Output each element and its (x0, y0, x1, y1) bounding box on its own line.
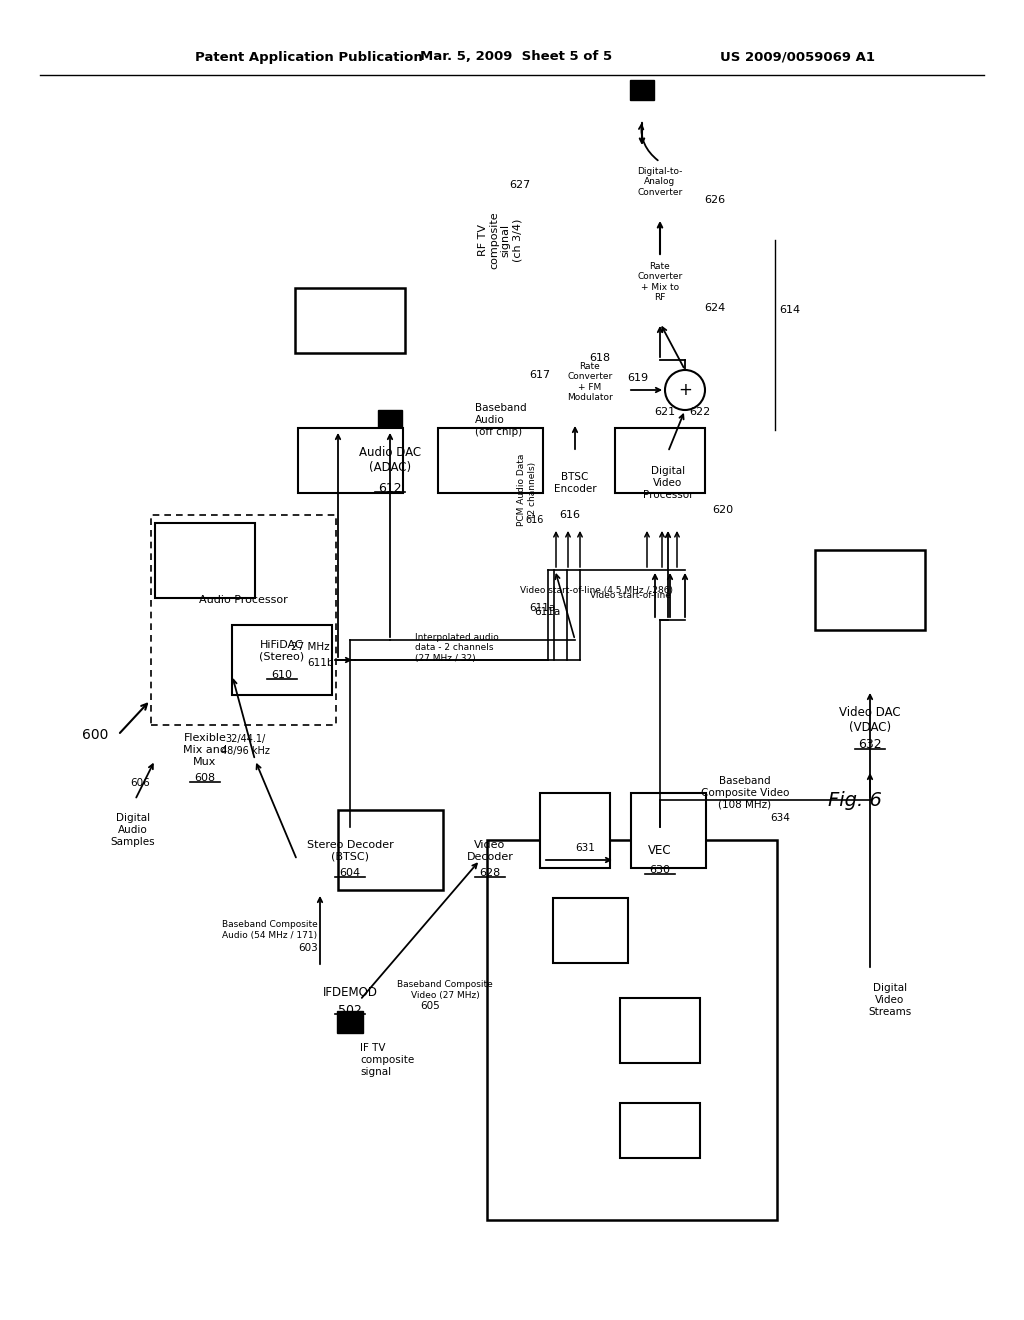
Bar (295, 288, 406, 352)
Text: Baseband Composite
Audio (54 MHz / 171): Baseband Composite Audio (54 MHz / 171) (222, 920, 317, 940)
Bar (378, 411, 402, 430)
Bar (298, 428, 402, 492)
Text: Stereo Decoder
(BTSC): Stereo Decoder (BTSC) (306, 841, 393, 862)
Text: 621: 621 (654, 407, 676, 417)
Text: 617: 617 (529, 370, 551, 380)
Text: RF TV
composite
signal
(ch 3/4): RF TV composite signal (ch 3/4) (477, 211, 522, 269)
Text: IF TV
composite
signal: IF TV composite signal (360, 1043, 415, 1077)
Text: 619: 619 (628, 374, 648, 383)
Text: Video
Decoder: Video Decoder (467, 841, 513, 862)
Bar (815, 550, 925, 630)
Text: Interpolated audio
data - 2 channels
(27 MHz / 32): Interpolated audio data - 2 channels (27… (415, 634, 499, 663)
Text: Video start-of-line (4.5 MHz / 286): Video start-of-line (4.5 MHz / 286) (520, 586, 674, 594)
Text: 627: 627 (509, 180, 530, 190)
Text: IFDEMOD: IFDEMOD (323, 986, 378, 998)
Text: 612: 612 (378, 482, 401, 495)
Text: 32/44.1/
48/96 kHz: 32/44.1/ 48/96 kHz (220, 734, 269, 756)
Text: 502: 502 (338, 1003, 361, 1016)
Text: Fig. 6: Fig. 6 (828, 791, 882, 809)
Text: US 2009/0059069 A1: US 2009/0059069 A1 (720, 50, 874, 63)
Text: 605: 605 (420, 1001, 440, 1011)
Bar (620, 1102, 700, 1158)
Text: 611a: 611a (534, 607, 560, 616)
Text: Baseband
Audio
(off chip): Baseband Audio (off chip) (475, 404, 526, 437)
Text: 624: 624 (705, 304, 726, 313)
Text: 27 MHz: 27 MHz (291, 642, 330, 652)
Text: VEC: VEC (648, 845, 672, 858)
Text: 622: 622 (689, 407, 711, 417)
Text: 630: 630 (649, 865, 671, 875)
Text: 604: 604 (339, 869, 360, 878)
Text: 603: 603 (298, 942, 317, 953)
Bar (630, 81, 654, 100)
Bar (553, 898, 628, 962)
Text: Video start-of-line: Video start-of-line (590, 590, 671, 599)
Bar (338, 810, 442, 890)
Text: Rate
Converter
+ FM
Modulator: Rate Converter + FM Modulator (567, 362, 613, 403)
Bar (151, 515, 336, 725)
Text: 618: 618 (590, 352, 610, 363)
Text: 616: 616 (525, 515, 544, 525)
Text: 611a: 611a (528, 603, 555, 612)
Text: Patent Application Publication: Patent Application Publication (195, 50, 423, 63)
Text: 614: 614 (779, 305, 801, 315)
Bar (631, 792, 706, 867)
Text: Flexible
Mix and
Mux: Flexible Mix and Mux (183, 734, 227, 767)
Text: Audio DAC
(ADAC): Audio DAC (ADAC) (359, 446, 421, 474)
Text: 606: 606 (130, 777, 150, 788)
Text: 611b: 611b (307, 657, 333, 668)
Text: 626: 626 (705, 195, 726, 205)
Text: Rate
Converter
+ Mix to
RF: Rate Converter + Mix to RF (637, 261, 683, 302)
Text: Digital
Audio
Samples: Digital Audio Samples (111, 813, 156, 846)
Text: Audio Processor: Audio Processor (199, 595, 288, 605)
Text: Digital
Video
Streams: Digital Video Streams (868, 983, 911, 1016)
Text: +: + (678, 381, 692, 399)
Bar (155, 523, 255, 598)
Text: HiFiDAC
(Stereo): HiFiDAC (Stereo) (259, 640, 304, 661)
Text: Baseband Composite
Video (27 MHz): Baseband Composite Video (27 MHz) (397, 981, 493, 999)
Bar (620, 998, 700, 1063)
Text: 632: 632 (858, 738, 882, 751)
Bar (337, 1011, 362, 1034)
Text: Baseband
Composite Video
(108 MHz): Baseband Composite Video (108 MHz) (700, 776, 790, 809)
Text: BTSC
Encoder: BTSC Encoder (554, 473, 596, 494)
Text: 628: 628 (479, 869, 501, 878)
Text: 620: 620 (713, 506, 733, 515)
Text: 608: 608 (195, 774, 216, 783)
Bar (232, 624, 332, 696)
Text: 631: 631 (575, 843, 595, 853)
Text: 634: 634 (770, 813, 790, 822)
Text: Digital
Video
Processor: Digital Video Processor (643, 466, 693, 499)
Text: PCM Audio Data
(2 channels): PCM Audio Data (2 channels) (517, 454, 537, 527)
Text: Video DAC
(VDAC): Video DAC (VDAC) (840, 706, 901, 734)
Text: 616: 616 (559, 510, 581, 520)
Bar (540, 792, 610, 867)
Bar (437, 428, 543, 492)
Bar (615, 428, 705, 492)
Text: 610: 610 (271, 671, 293, 680)
Bar (487, 840, 777, 1220)
Text: Digital-to-
Analog
Converter: Digital-to- Analog Converter (637, 168, 683, 197)
Text: 600: 600 (82, 729, 109, 742)
Text: Mar. 5, 2009  Sheet 5 of 5: Mar. 5, 2009 Sheet 5 of 5 (420, 50, 612, 63)
